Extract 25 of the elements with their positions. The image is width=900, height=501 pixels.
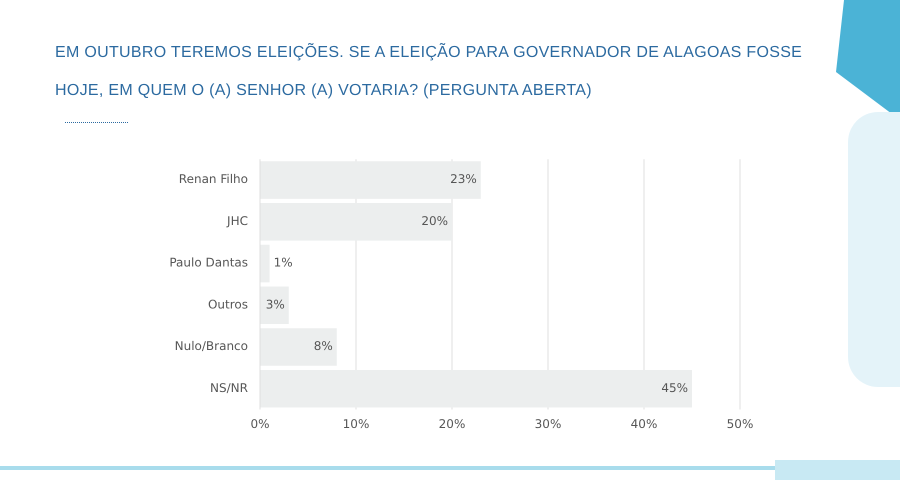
bar: [260, 328, 337, 366]
x-tick-label: 40%: [630, 416, 658, 431]
y-tick-label: Renan Filho: [178, 172, 248, 186]
x-tick-label: 10%: [342, 416, 370, 431]
data-label: 23%: [450, 172, 477, 186]
x-tick-label: 20%: [438, 416, 466, 431]
data-label: 3%: [266, 297, 285, 312]
data-label: 8%: [314, 339, 333, 354]
chart-title: EM OUTUBRO TEREMOS ELEIÇÕES. SE A ELEIÇÃO PARA GOVERNADOR DE ALAGOAS FOSSE HOJE, EM QUEM O (A) SENHOR (A) VOTARIA? (PERGUNTA ABERTA): [55, 44, 802, 99]
x-tick-label: 30%: [534, 416, 562, 431]
data-label: 45%: [661, 380, 688, 395]
y-tick-label: Paulo Dantas: [169, 256, 248, 270]
data-label: 20%: [421, 214, 448, 228]
x-tick-label: 0%: [250, 416, 270, 431]
bar: [260, 244, 270, 282]
data-label: 1%: [274, 256, 293, 270]
y-tick-label: Outros: [208, 297, 248, 312]
y-tick-label: JHC: [226, 214, 248, 228]
bar: [260, 370, 692, 408]
bar: [260, 161, 481, 199]
y-tick-label: NS/NR: [210, 380, 248, 395]
bar: [260, 286, 289, 324]
y-tick-label: Nulo/Branco: [174, 339, 248, 354]
x-tick-label: 50%: [726, 416, 754, 431]
bar: [260, 203, 452, 241]
